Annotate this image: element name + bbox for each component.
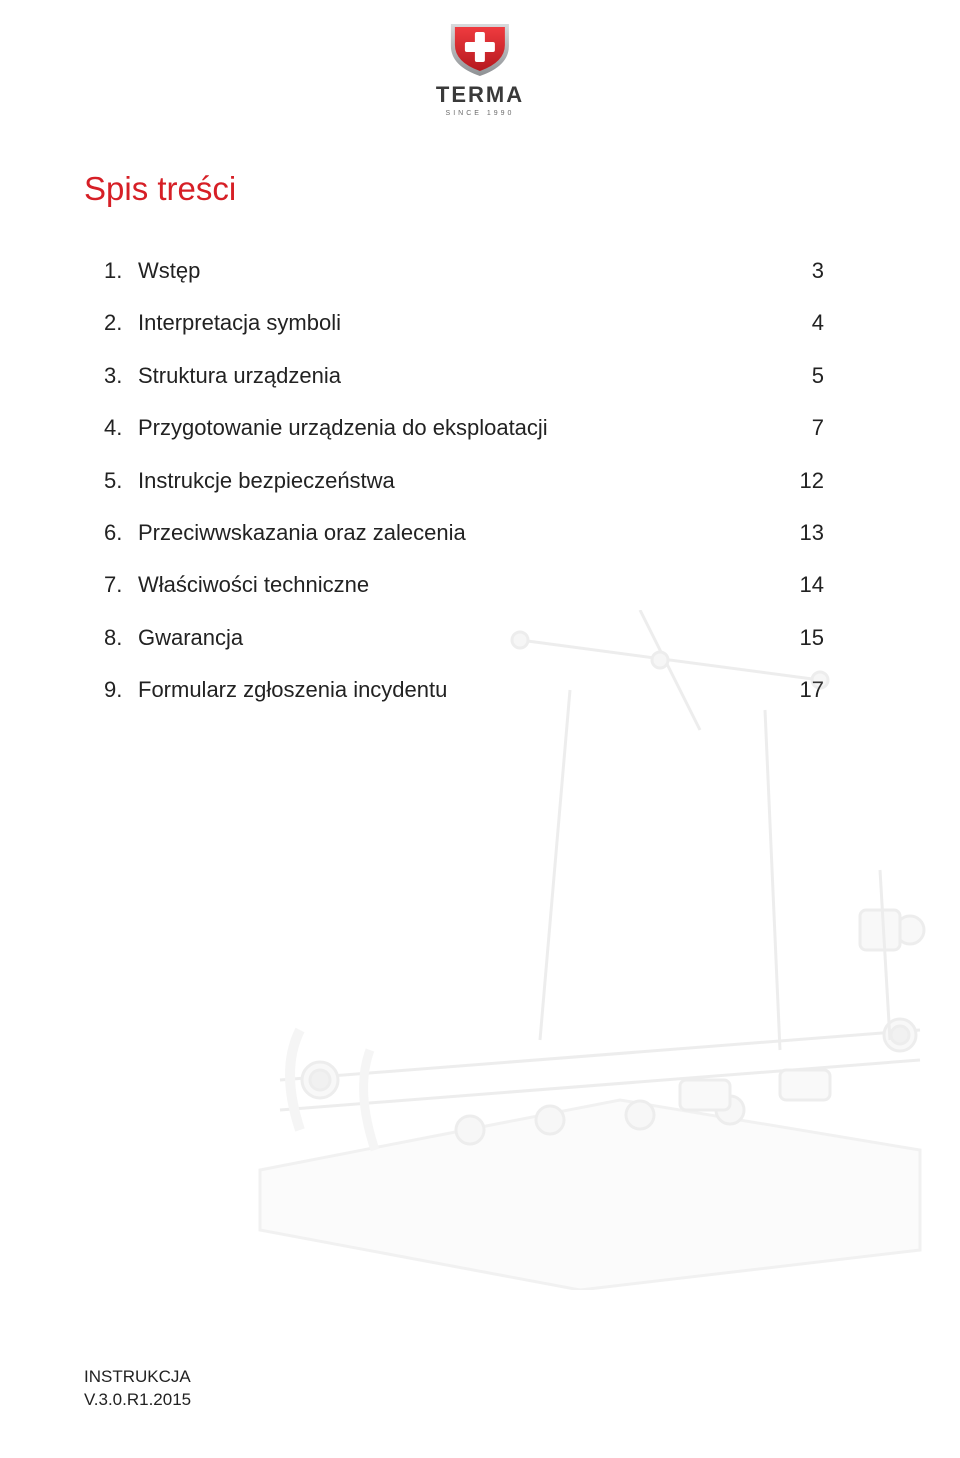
toc-item-label: Wstęp	[138, 258, 200, 284]
toc-item-label: Właściwości techniczne	[138, 572, 369, 598]
toc-item-label: Gwarancja	[138, 625, 243, 651]
toc-row: 3. Struktura urządzenia 5	[104, 363, 824, 389]
brand-name: TERMA	[436, 82, 524, 108]
toc-item-number: 6.	[104, 520, 138, 546]
toc-item-page: 5	[784, 363, 824, 389]
toc-item-label: Przeciwwskazania oraz zalecenia	[138, 520, 466, 546]
footer: INSTRUKCJA V.3.0.R1.2015	[84, 1366, 191, 1412]
toc-item-label: Przygotowanie urządzenia do eksploatacji	[138, 415, 548, 441]
toc-row: 9. Formularz zgłoszenia incydentu 17	[104, 677, 824, 703]
table-of-contents: 1. Wstęp 3 2. Interpretacja symboli 4 3.…	[104, 258, 824, 730]
toc-item-label: Formularz zgłoszenia incydentu	[138, 677, 447, 703]
toc-item-number: 5.	[104, 468, 138, 494]
toc-item-number: 1.	[104, 258, 138, 284]
toc-item-number: 3.	[104, 363, 138, 389]
toc-item-number: 4.	[104, 415, 138, 441]
toc-item-page: 15	[784, 625, 824, 651]
toc-item-number: 9.	[104, 677, 138, 703]
toc-item-number: 7.	[104, 572, 138, 598]
toc-item-number: 2.	[104, 310, 138, 336]
toc-item-page: 17	[784, 677, 824, 703]
page-title: Spis treści	[84, 170, 236, 208]
toc-row: 1. Wstęp 3	[104, 258, 824, 284]
toc-row: 5. Instrukcje bezpieczeństwa 12	[104, 468, 824, 494]
toc-item-page: 12	[784, 468, 824, 494]
toc-item-page: 13	[784, 520, 824, 546]
toc-row: 6. Przeciwwskazania oraz zalecenia 13	[104, 520, 824, 546]
toc-item-page: 3	[784, 258, 824, 284]
toc-item-page: 4	[784, 310, 824, 336]
toc-item-label: Instrukcje bezpieczeństwa	[138, 468, 395, 494]
brand-tagline: SINCE 1990	[436, 110, 524, 117]
toc-item-number: 8.	[104, 625, 138, 651]
toc-row: 4. Przygotowanie urządzenia do eksploata…	[104, 415, 824, 441]
brand-logo: TERMA SINCE 1990	[436, 20, 524, 117]
shield-icon	[445, 20, 515, 78]
toc-item-page: 7	[784, 415, 824, 441]
toc-item-page: 14	[784, 572, 824, 598]
toc-item-label: Struktura urządzenia	[138, 363, 341, 389]
toc-row: 2. Interpretacja symboli 4	[104, 310, 824, 336]
footer-line1: INSTRUKCJA	[84, 1366, 191, 1389]
footer-line2: V.3.0.R1.2015	[84, 1389, 191, 1412]
toc-row: 7. Właściwości techniczne 14	[104, 572, 824, 598]
toc-row: 8. Gwarancja 15	[104, 625, 824, 651]
toc-item-label: Interpretacja symboli	[138, 310, 341, 336]
